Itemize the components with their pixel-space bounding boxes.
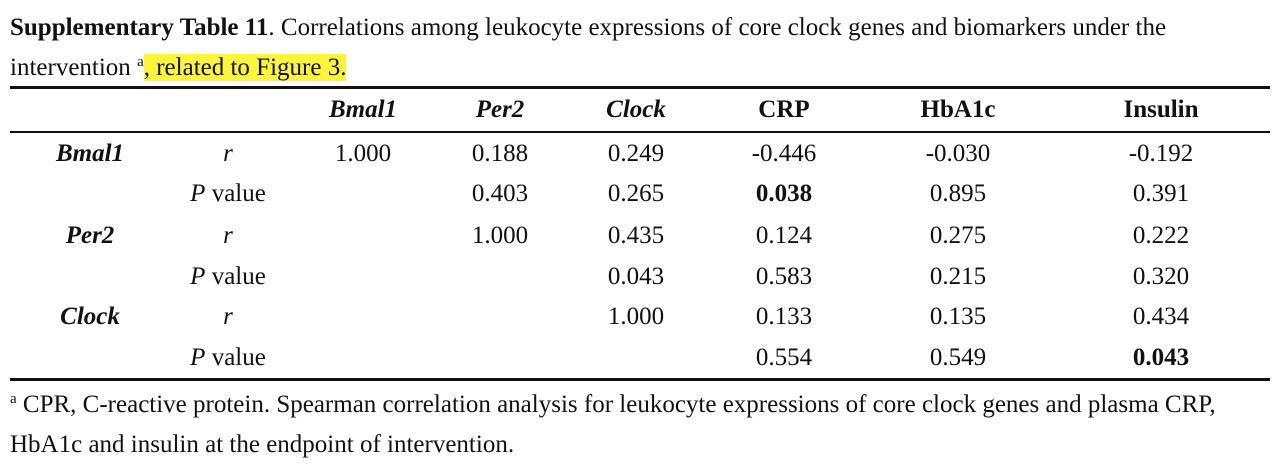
table-cell-p: 0.038 bbox=[755, 180, 813, 207]
table-header-rule bbox=[10, 131, 1270, 133]
p-label-rest: value bbox=[205, 344, 266, 371]
caption-label: Supplementary Table 11 bbox=[10, 14, 269, 41]
footnote-text: CPR, C-reactive protein. Spearman correl… bbox=[10, 391, 1216, 458]
table-cell-p: 0.043 bbox=[1132, 344, 1190, 371]
table-cell-p: 0.265 bbox=[607, 180, 665, 207]
table-cell-r: -0.446 bbox=[751, 140, 817, 167]
table-footnote: a CPR, C-reactive protein. Spearman corr… bbox=[10, 385, 1270, 465]
column-header: CRP bbox=[758, 96, 810, 123]
table-bottom-rule bbox=[10, 378, 1270, 381]
table-cell-r: -0.192 bbox=[1128, 140, 1194, 167]
row-gene-label: Bmal1 bbox=[55, 140, 125, 167]
row-stat-label-r: r bbox=[223, 222, 233, 249]
column-header: Per2 bbox=[475, 96, 525, 123]
row-gene-label: Per2 bbox=[65, 222, 115, 249]
table-cell-r: 0.434 bbox=[1132, 303, 1190, 330]
caption-superscript: a bbox=[137, 54, 144, 70]
table-cell-r: -0.030 bbox=[925, 140, 991, 167]
row-stat-label-p: P value bbox=[190, 262, 266, 292]
table-cell-r: 1.000 bbox=[607, 303, 665, 330]
table-cell-r: 0.133 bbox=[755, 303, 813, 330]
table-cell-r: 0.135 bbox=[929, 303, 987, 330]
column-header: HbA1c bbox=[920, 96, 996, 123]
column-header: Insulin bbox=[1123, 96, 1199, 123]
table-cell-p: 0.549 bbox=[929, 344, 987, 371]
p-label-italic: P bbox=[190, 344, 206, 371]
row-stat-label-r: r bbox=[223, 140, 233, 167]
table-cell-r: 0.222 bbox=[1132, 222, 1190, 249]
table-cell-p: 0.215 bbox=[929, 263, 987, 290]
row-stat-label-p: P value bbox=[190, 343, 266, 373]
table-cell-p: 0.403 bbox=[471, 180, 529, 207]
table-cell-r: 0.124 bbox=[755, 222, 813, 249]
table-cell-p: 0.583 bbox=[755, 263, 813, 290]
table-cell-r: 1.000 bbox=[334, 140, 392, 167]
table-cell-p: 0.043 bbox=[607, 263, 665, 290]
p-label-rest: value bbox=[205, 180, 266, 207]
footnote-superscript: a bbox=[10, 391, 17, 407]
table-top-rule bbox=[10, 86, 1270, 89]
row-gene-label: Clock bbox=[60, 303, 120, 330]
table-cell-r: 0.435 bbox=[607, 222, 665, 249]
column-header: Bmal1 bbox=[328, 96, 398, 123]
table-cell-p: 0.895 bbox=[929, 180, 987, 207]
table-cell-r: 1.000 bbox=[471, 222, 529, 249]
table-caption: Supplementary Table 11. Correlations amo… bbox=[10, 8, 1270, 88]
p-label-rest: value bbox=[205, 263, 266, 290]
p-label-italic: P bbox=[190, 263, 206, 290]
table-cell-p: 0.391 bbox=[1132, 180, 1190, 207]
table-cell-r: 0.275 bbox=[929, 222, 987, 249]
caption-text: . Correlations among leukocyte expressio… bbox=[10, 14, 1167, 81]
table-cell-r: 0.188 bbox=[471, 140, 529, 167]
column-header: Clock bbox=[606, 96, 666, 123]
caption-highlighted-text[interactable]: , related to Figure 3. bbox=[143, 54, 347, 81]
row-stat-label-r: r bbox=[223, 303, 233, 330]
row-stat-label-p: P value bbox=[190, 179, 266, 209]
table-cell-r: 0.249 bbox=[607, 140, 665, 167]
p-label-italic: P bbox=[190, 180, 206, 207]
table-cell-p: 0.554 bbox=[755, 344, 813, 371]
table-cell-p: 0.320 bbox=[1132, 263, 1190, 290]
